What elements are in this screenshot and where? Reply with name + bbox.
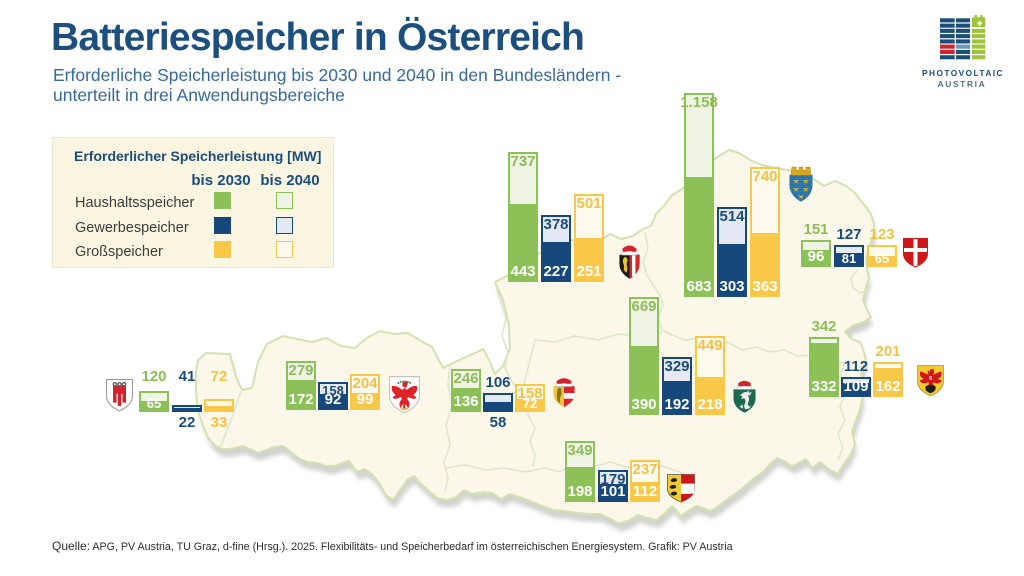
svg-text:AUSTRIA: AUSTRIA <box>938 79 987 89</box>
svg-text:PHOTOVOLTAIC: PHOTOVOLTAIC <box>922 68 1004 78</box>
